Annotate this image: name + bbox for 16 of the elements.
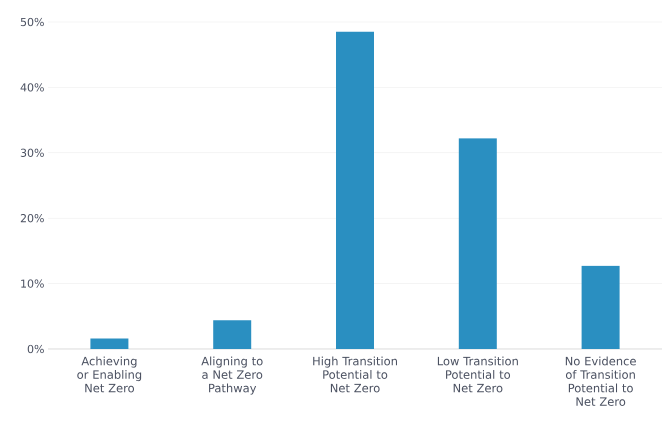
y-tick-label: 0% [28,344,44,354]
bar [336,32,374,349]
y-tick-label: 40% [20,83,44,92]
bar [90,338,128,349]
x-tick-label: Low Transition Potential to Net Zero [438,356,518,392]
bar [458,138,497,349]
y-tick-label: 10% [21,279,44,288]
bar [582,266,620,349]
x-tick-label: No Evidence of Transition Potential to Net Zero [566,356,636,406]
y-tick-label: 30% [20,148,44,157]
x-tick-label: Aligning to a Net Zero Pathway [201,356,263,395]
x-tick-label: Achieving or Enabling Net Zero [77,356,142,392]
y-tick-label: 50% [20,18,44,26]
y-tick-label: 20% [20,214,44,222]
bar [213,320,252,349]
x-tick-label: High Transition Potential to Net Zero [313,356,397,392]
